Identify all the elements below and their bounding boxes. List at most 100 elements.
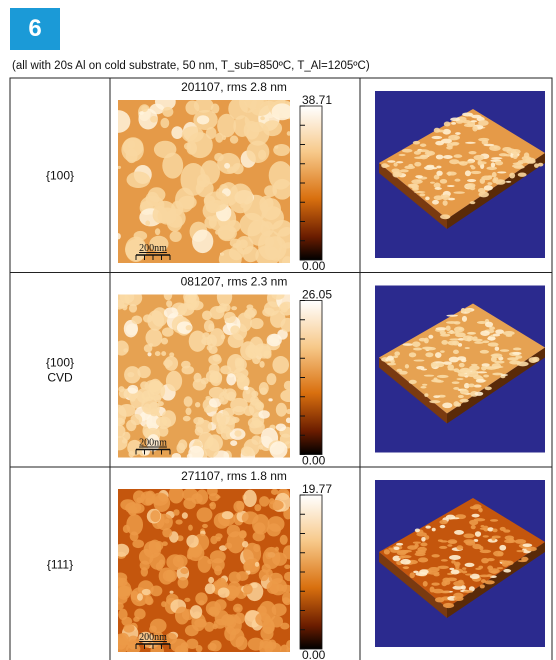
grain <box>181 361 191 369</box>
grain <box>118 386 124 392</box>
surface-grain <box>416 366 424 369</box>
grain <box>117 166 121 169</box>
surface-grain <box>491 162 495 167</box>
surface-grain <box>482 340 489 343</box>
grain <box>120 499 135 510</box>
grain <box>216 537 221 542</box>
grain <box>209 640 221 651</box>
surface-grain <box>487 337 495 341</box>
grain <box>196 489 208 504</box>
surface-grain <box>463 590 473 593</box>
grain <box>159 567 174 584</box>
surface-grain <box>465 308 472 312</box>
grain <box>137 450 143 454</box>
surface-grain <box>506 335 513 337</box>
grain <box>252 354 261 365</box>
surface-grain <box>483 374 489 377</box>
surface-grain <box>446 515 455 520</box>
surface-grain <box>475 392 484 396</box>
grain <box>243 584 253 594</box>
surface-grain <box>409 352 416 357</box>
surface-grain <box>435 141 444 146</box>
grain <box>170 231 182 242</box>
grain <box>283 545 295 559</box>
surface-grain <box>424 338 429 344</box>
surface-grain <box>435 352 442 358</box>
grain <box>150 104 165 115</box>
grain <box>177 303 194 316</box>
surface-grain <box>461 308 466 313</box>
grain <box>176 557 180 562</box>
surface-grain <box>484 144 495 147</box>
surface-grain <box>387 160 395 162</box>
grain <box>154 141 176 158</box>
grain <box>225 543 232 549</box>
surface-grain <box>413 360 424 362</box>
surface-grain <box>425 151 435 156</box>
grain <box>149 343 154 347</box>
grain <box>217 225 235 240</box>
grain <box>183 290 197 303</box>
surface-grain <box>414 543 418 547</box>
grain <box>164 307 179 318</box>
grain <box>286 418 291 424</box>
surface-grain <box>512 164 523 167</box>
surface-grain <box>442 402 452 408</box>
grain <box>218 588 230 598</box>
grain <box>280 390 297 402</box>
row-label: {100} <box>46 168 74 182</box>
grain <box>131 316 142 325</box>
surface-grain <box>435 597 444 602</box>
surface-grain <box>483 535 489 537</box>
grain <box>226 373 236 385</box>
grain <box>284 564 290 569</box>
grain <box>215 230 220 235</box>
surface-grain <box>415 175 423 178</box>
grain <box>123 525 130 533</box>
surface-grain <box>453 387 459 390</box>
grain <box>118 578 127 586</box>
grain <box>227 392 236 402</box>
surface-grain <box>492 528 497 532</box>
surface-grain <box>458 395 464 398</box>
surface-grain <box>422 347 432 350</box>
grain <box>113 593 128 604</box>
grain <box>195 402 200 407</box>
surface-grain <box>490 519 498 522</box>
grain <box>232 163 244 174</box>
grain <box>196 645 203 652</box>
surface-grain <box>465 142 476 144</box>
surface-grain <box>432 200 439 205</box>
surface-grain <box>492 178 496 183</box>
surface-grain <box>477 160 482 166</box>
surface-grain <box>402 149 413 153</box>
surface-grain <box>415 528 420 532</box>
surface-grain <box>442 129 451 135</box>
surface-grain <box>481 558 489 564</box>
surface-grain <box>425 352 433 357</box>
surface-grain <box>460 368 471 373</box>
surface-grain <box>480 350 489 354</box>
surface-grain <box>431 379 441 382</box>
surface-grain <box>502 147 512 152</box>
surface-grain <box>454 154 463 158</box>
surface-grain <box>457 356 466 360</box>
surface-grain <box>479 575 490 578</box>
grain <box>268 640 276 650</box>
image-title: 201107, rms 2.8 nm <box>181 80 287 94</box>
surface-grain <box>471 525 476 529</box>
grain <box>235 358 247 371</box>
surface-grain <box>495 346 499 350</box>
grain <box>260 116 265 120</box>
surface-grain <box>470 187 476 191</box>
surface-grain <box>430 182 435 184</box>
grain <box>214 583 219 587</box>
surface-grain <box>387 356 394 361</box>
grain <box>143 403 151 412</box>
surface-grain <box>432 528 436 532</box>
grain <box>243 490 257 507</box>
surface-grain <box>463 335 474 341</box>
surface-grain <box>491 536 495 540</box>
surface-grain <box>492 363 501 369</box>
surface-grain <box>402 550 412 553</box>
